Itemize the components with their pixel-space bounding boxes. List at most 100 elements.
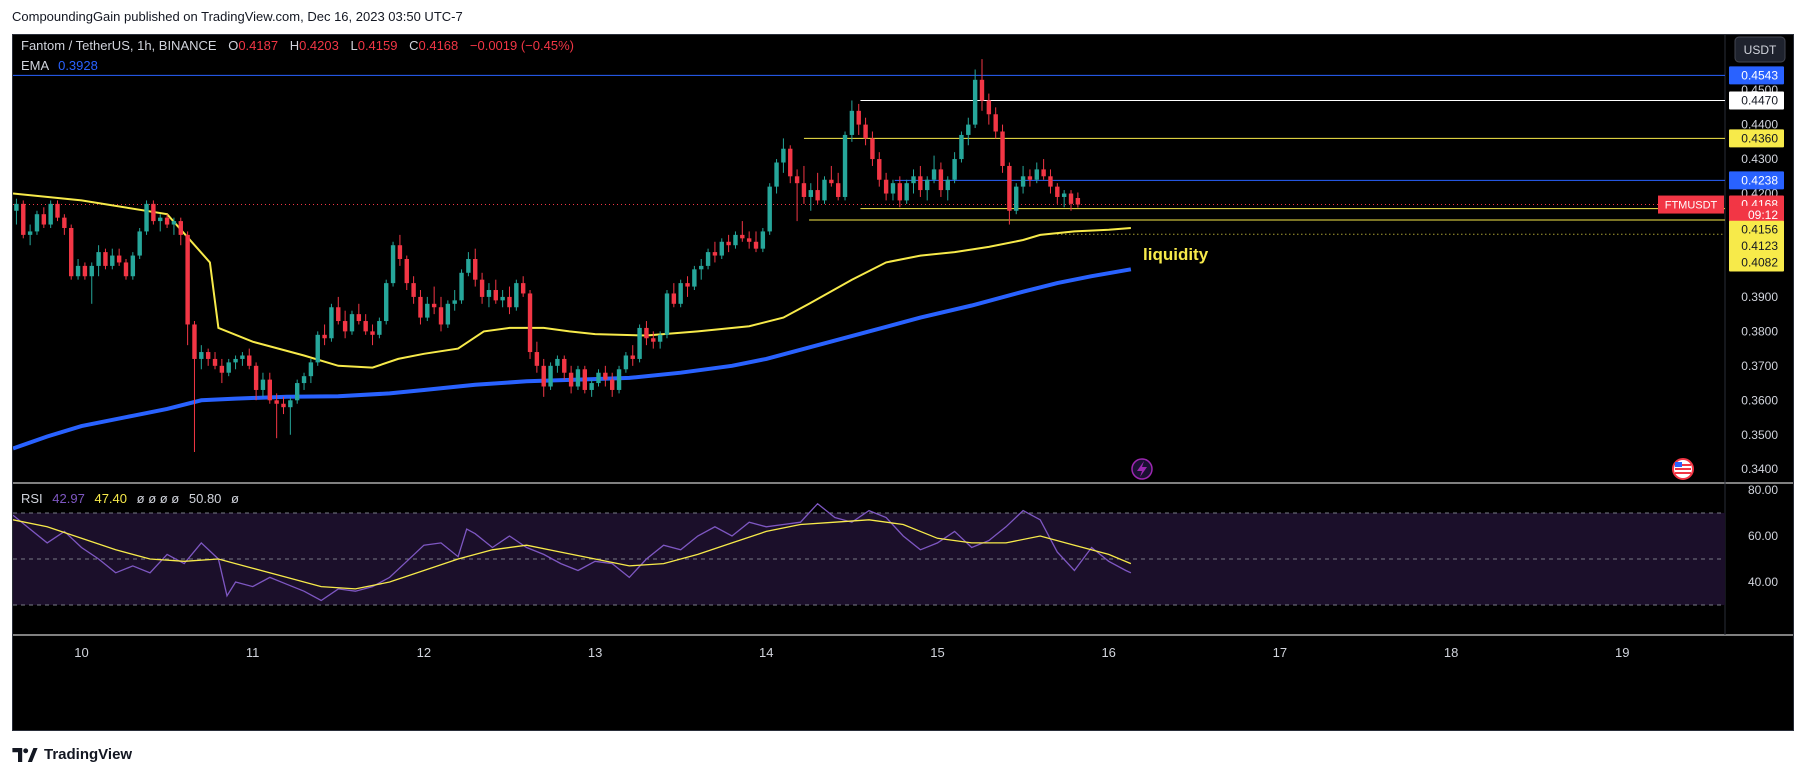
candle[interactable] — [1068, 190, 1074, 211]
candle[interactable] — [438, 296, 444, 332]
candle[interactable] — [514, 279, 519, 311]
candle[interactable] — [911, 169, 916, 194]
candle[interactable] — [144, 200, 149, 235]
candle[interactable] — [247, 348, 252, 370]
candle[interactable] — [240, 352, 245, 366]
candle[interactable] — [281, 396, 286, 415]
candle[interactable] — [226, 358, 231, 377]
candle[interactable] — [377, 317, 382, 339]
price-badge[interactable] — [1729, 253, 1784, 272]
candle[interactable] — [390, 241, 396, 287]
candle[interactable] — [1048, 169, 1053, 194]
candle[interactable] — [459, 269, 464, 304]
candle[interactable] — [849, 100, 855, 142]
liquidity-annotation[interactable]: liquidity — [1143, 245, 1209, 264]
candle[interactable] — [69, 224, 74, 280]
candle[interactable] — [781, 138, 786, 173]
candle[interactable] — [925, 176, 930, 201]
candle[interactable] — [500, 290, 505, 308]
candle[interactable] — [342, 310, 348, 339]
candle[interactable] — [829, 165, 834, 187]
candle[interactable] — [14, 198, 19, 225]
candle[interactable] — [774, 159, 779, 194]
price-badge[interactable] — [1729, 91, 1784, 110]
candle[interactable] — [637, 324, 642, 363]
candle[interactable] — [788, 145, 793, 184]
candle[interactable] — [870, 131, 875, 166]
candle[interactable] — [219, 358, 225, 384]
candle[interactable] — [411, 276, 416, 304]
candle[interactable] — [322, 324, 327, 346]
candle[interactable] — [370, 324, 375, 346]
candle[interactable] — [972, 69, 978, 129]
candle[interactable] — [671, 283, 677, 308]
candle[interactable] — [719, 238, 724, 259]
candle[interactable] — [712, 241, 718, 263]
candle[interactable] — [294, 379, 300, 404]
candle[interactable] — [274, 393, 279, 439]
candle[interactable] — [596, 369, 601, 387]
candle[interactable] — [520, 276, 526, 297]
price-badge[interactable] — [1729, 237, 1784, 256]
candle[interactable] — [575, 365, 581, 390]
tradingview-footer[interactable]: TradingView — [12, 746, 132, 763]
candle[interactable] — [835, 172, 841, 201]
candle[interactable] — [288, 396, 293, 435]
candle[interactable] — [904, 179, 909, 204]
candle[interactable] — [616, 365, 622, 394]
candle[interactable] — [534, 341, 540, 373]
candle[interactable] — [746, 231, 752, 249]
candle[interactable] — [493, 279, 498, 304]
candle[interactable] — [431, 286, 437, 315]
candle[interactable] — [486, 283, 492, 308]
candle[interactable] — [630, 345, 635, 366]
candle[interactable] — [582, 365, 588, 394]
candle[interactable] — [103, 248, 108, 270]
candle[interactable] — [425, 296, 430, 322]
candle[interactable] — [55, 200, 60, 222]
candle[interactable] — [205, 348, 211, 366]
candle[interactable] — [562, 355, 567, 380]
candle[interactable] — [945, 176, 950, 201]
candle[interactable] — [75, 259, 81, 280]
candle[interactable] — [678, 279, 683, 308]
candle[interactable] — [685, 276, 690, 297]
candle[interactable] — [644, 321, 649, 346]
price-badge[interactable] — [1729, 220, 1784, 239]
candle[interactable] — [794, 169, 800, 222]
candle[interactable] — [233, 355, 238, 370]
candle[interactable] — [164, 214, 170, 228]
candle[interactable] — [397, 234, 403, 266]
candle[interactable] — [753, 231, 759, 253]
candle[interactable] — [623, 352, 629, 373]
candle[interactable] — [452, 290, 457, 311]
lightning-icon[interactable] — [1131, 458, 1153, 480]
candle[interactable] — [986, 93, 992, 125]
candle[interactable] — [993, 107, 998, 139]
candle[interactable] — [918, 165, 923, 197]
symbol-tag[interactable] — [1658, 195, 1724, 214]
candle[interactable] — [603, 365, 608, 387]
candle[interactable] — [199, 345, 204, 370]
candle[interactable] — [938, 162, 944, 197]
candle[interactable] — [418, 290, 423, 325]
candle[interactable] — [62, 214, 67, 235]
candle[interactable] — [34, 210, 40, 235]
candle[interactable] — [1034, 162, 1039, 184]
candle[interactable] — [384, 279, 389, 325]
candle[interactable] — [1014, 183, 1019, 215]
candle[interactable] — [158, 214, 163, 232]
candle[interactable] — [178, 217, 183, 246]
candle[interactable] — [692, 265, 697, 291]
price-badge[interactable] — [1729, 171, 1784, 190]
candle[interactable] — [363, 314, 368, 335]
candle[interactable] — [48, 200, 53, 228]
candle[interactable] — [897, 176, 903, 208]
candle[interactable] — [21, 200, 26, 239]
candle[interactable] — [589, 379, 594, 397]
candle[interactable] — [568, 365, 574, 394]
candle[interactable] — [966, 117, 971, 146]
price-badge[interactable] — [1729, 129, 1784, 148]
candle[interactable] — [466, 252, 471, 277]
candle[interactable] — [931, 155, 937, 184]
